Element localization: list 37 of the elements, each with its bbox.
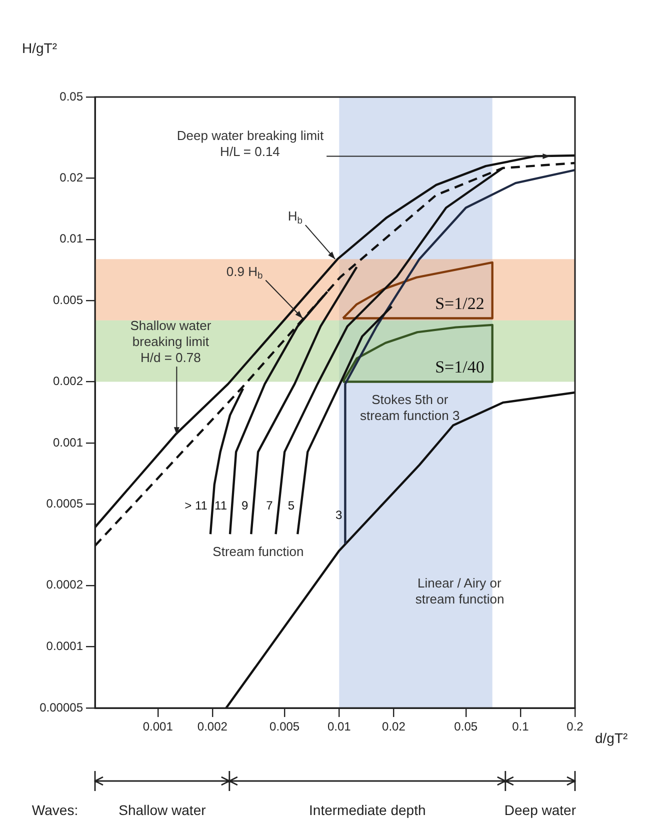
x-tick-label: 0.01 [327, 720, 352, 734]
y-axis-title: H/gT² [22, 40, 57, 56]
y-tick-label: 0.01 [60, 232, 84, 246]
series-label: > 11 [184, 498, 208, 512]
annotation: Stokes 5th or stream function 3 [360, 392, 460, 424]
x-tick-label: 0.001 [142, 720, 174, 734]
x-tick-label: 0.002 [197, 720, 228, 734]
x-tick-label: 0.005 [270, 720, 300, 734]
text: Deep water [504, 802, 576, 818]
series-label: S=1/22 [435, 294, 484, 314]
y-tick-label: 0.0002 [46, 578, 84, 592]
y-tick-label: 0.0001 [46, 639, 84, 654]
y-tick-label: 0.005 [52, 292, 84, 307]
annotation: Shallow water breaking limit H/d = 0.78 [130, 318, 212, 366]
text: Intermediate depth [309, 802, 426, 818]
y-tick-label: 0.02 [60, 170, 84, 184]
text: Waves: [32, 802, 78, 818]
annotation: Deep water breaking limit H/L = 0.14 [176, 128, 324, 159]
x-tick-label: 0.1 [512, 720, 530, 734]
y-tick-label: 0.002 [52, 374, 84, 388]
x-tick-label: 0.02 [382, 720, 406, 734]
series-label: 11 [214, 498, 228, 512]
y-tick-label: 0.00005 [40, 700, 84, 714]
text: Shallow water [118, 802, 206, 818]
x-tick-label: 0.05 [454, 720, 478, 734]
x-axis-title: d/gT² [595, 730, 628, 746]
y-tick-label: 0.0005 [46, 496, 84, 511]
series-label: 7 [266, 498, 274, 512]
series-label: S=1/40 [435, 358, 484, 377]
x-tick-label: 0.2 [566, 720, 584, 734]
annotation: Stream function [212, 544, 304, 559]
series-label: 3 [336, 508, 343, 522]
series-label: 9 [241, 498, 248, 512]
y-tick-label: 0.05 [60, 89, 84, 104]
annotation: Linear / Airy or stream function [415, 575, 504, 606]
series-label: 5 [288, 498, 295, 512]
y-tick-label: 0.001 [52, 435, 84, 450]
